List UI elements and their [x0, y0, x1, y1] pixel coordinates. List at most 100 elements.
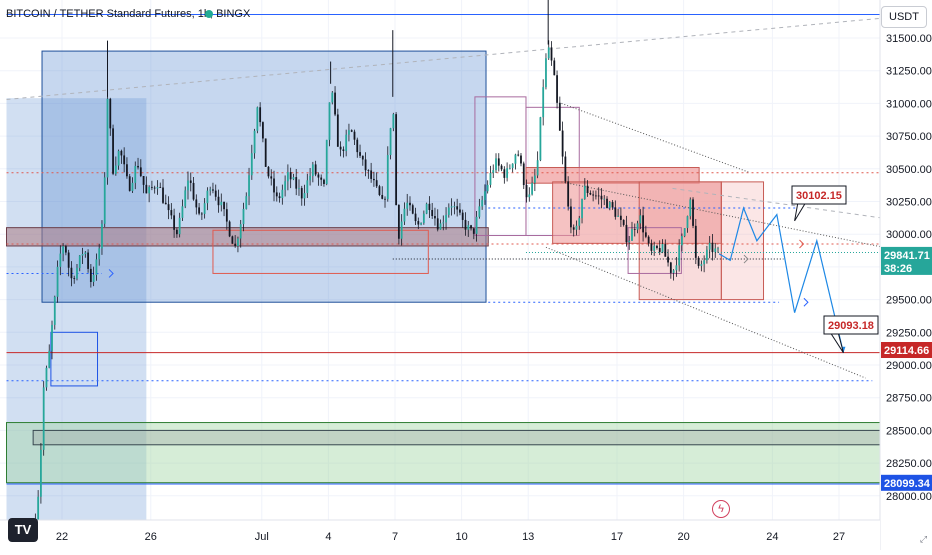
candle-body: [517, 155, 519, 156]
price-label-value: 29841.71: [884, 250, 930, 262]
candle-body: [526, 185, 528, 197]
candle-body: [445, 215, 447, 222]
candle-body: [384, 199, 386, 200]
candle-body: [145, 185, 147, 193]
candle-body: [473, 228, 475, 233]
candle-body: [143, 176, 145, 185]
candle-body: [212, 189, 214, 190]
candle-body: [201, 214, 203, 215]
candle-body: [320, 178, 322, 180]
candle-body: [159, 187, 161, 188]
candle-body: [204, 203, 206, 214]
tradingview-logo[interactable]: TV: [8, 518, 38, 542]
candle-body: [209, 189, 211, 190]
candle-body: [662, 244, 664, 252]
candle-body: [218, 197, 220, 205]
candle-body: [134, 166, 136, 183]
candle-body: [140, 167, 142, 176]
candle-body: [190, 180, 192, 182]
candle-body: [692, 199, 694, 225]
candle-body: [112, 128, 114, 173]
candle-body: [495, 158, 497, 170]
candle-body: [695, 226, 697, 258]
candle-body: [76, 268, 78, 279]
candle-body: [54, 297, 56, 325]
candle-body: [612, 202, 614, 207]
candle-body: [576, 226, 578, 230]
channel-line-top: [562, 103, 751, 172]
candle-body: [481, 200, 483, 206]
currency-button[interactable]: USDT: [881, 6, 927, 28]
candle-body: [578, 218, 580, 226]
candle-body: [387, 155, 389, 199]
x-tick-label: 7: [392, 531, 398, 543]
x-tick-label: 4: [325, 531, 331, 543]
candle-body: [598, 196, 600, 197]
candle-body: [531, 183, 533, 195]
candle-body: [465, 220, 467, 230]
candle-body: [409, 203, 411, 205]
y-tick-label: 28250.00: [886, 458, 932, 470]
candle-body: [207, 191, 209, 204]
zone-gray-strip: [33, 430, 928, 444]
candle-body: [623, 220, 625, 225]
candle-body: [626, 225, 628, 242]
candle-body: [187, 180, 189, 190]
candle-body: [395, 114, 397, 205]
candle-body: [423, 214, 425, 223]
y-tick-label: 31250.00: [886, 66, 932, 78]
candle-body: [356, 140, 358, 152]
candle-body: [717, 248, 719, 249]
candle-body: [256, 107, 258, 130]
market-status-dot: [205, 10, 213, 18]
candle-body: [273, 179, 275, 193]
candle-body: [367, 170, 369, 171]
candle-body: [82, 254, 84, 256]
candle-body: [51, 325, 53, 351]
candle-body: [601, 196, 603, 200]
candle-body: [376, 180, 378, 186]
candle-body: [237, 239, 239, 247]
candle-body: [551, 47, 553, 60]
candle-body: [90, 269, 92, 282]
candle-body: [506, 168, 508, 178]
candle-body: [398, 205, 400, 239]
y-tick-label: 28000.00: [886, 491, 932, 503]
candle-body: [40, 450, 42, 497]
candle-body: [165, 203, 167, 204]
candle-body: [431, 210, 433, 216]
candle-body: [151, 187, 153, 188]
y-tick-label: 31500.00: [886, 33, 932, 45]
candle-body: [512, 164, 514, 168]
candle-body: [254, 131, 256, 154]
candle-body: [420, 223, 422, 225]
candle-body: [542, 87, 544, 117]
replay-icon[interactable]: ϟ: [712, 500, 730, 518]
candle-body: [326, 140, 328, 184]
candle-body: [295, 177, 297, 189]
candle-body: [628, 241, 630, 242]
candle-body: [179, 218, 181, 234]
candle-body: [348, 130, 350, 134]
candle-body: [545, 58, 547, 87]
zone-red-top: [526, 167, 699, 183]
candle-body: [659, 248, 661, 252]
candle-body: [406, 203, 408, 209]
candle-body: [509, 168, 511, 169]
expand-icon[interactable]: ⤢: [919, 533, 928, 545]
candle-body: [270, 176, 272, 178]
candle-body: [162, 188, 164, 203]
candle-body: [342, 149, 344, 151]
candle-body: [220, 202, 222, 205]
candle-body: [137, 166, 139, 167]
candle-body: [390, 128, 392, 155]
candle-body: [251, 153, 253, 175]
candle-body: [226, 209, 228, 221]
candle-body: [453, 206, 455, 207]
candle-body: [703, 260, 705, 264]
candle-body: [573, 227, 575, 229]
x-tick-label: Jul: [255, 531, 269, 543]
candle-body: [490, 173, 492, 185]
